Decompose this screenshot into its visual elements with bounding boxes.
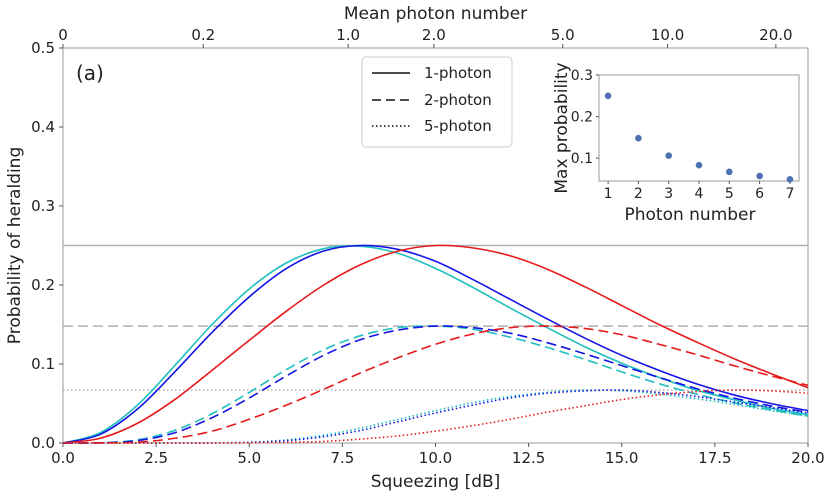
top-axis-ticks: 0 0.2 1.0 2.0 5.0 10.0 20.0 <box>58 26 793 48</box>
series-line-4 <box>62 325 809 444</box>
top-tick-label: 2.0 <box>422 26 446 44</box>
x-tick-label: 17.5 <box>698 449 731 467</box>
series-line-7 <box>63 389 809 444</box>
inset-point <box>786 176 794 183</box>
y-axis-ticks: 0.0 0.1 0.2 0.3 0.4 0.5 <box>31 39 63 452</box>
inset-x-tick-label: 1 <box>604 186 613 202</box>
x-tick-label: 12.5 <box>512 449 545 467</box>
series-line-8 <box>63 389 809 444</box>
inset-y-ticks: 0.1 0.2 0.3 <box>571 68 599 167</box>
reference-lines <box>63 244 808 391</box>
inset-x-tick-label: 7 <box>785 186 794 202</box>
inset-y-tick-label: 0.1 <box>571 151 593 167</box>
x-tick-label: 15.0 <box>605 449 638 467</box>
x-tick-label: 2.5 <box>144 449 168 467</box>
inset-x-tick-label: 3 <box>664 186 673 202</box>
series-line-1 <box>62 244 809 444</box>
series-lines <box>62 244 809 444</box>
x-axis-ticks: 0.0 2.5 5.0 7.5 10.0 12.5 15.0 17.5 20.0 <box>51 443 825 467</box>
series-line-0 <box>62 245 809 444</box>
legend-box <box>361 56 513 148</box>
top-tick-label: 10.0 <box>651 26 684 44</box>
top-tick-label: 0 <box>58 26 68 44</box>
y-tick-label: 0.4 <box>31 118 55 136</box>
inset-point <box>726 168 733 176</box>
inset-x-tick-label: 2 <box>634 186 643 202</box>
top-tick-label: 20.0 <box>759 26 792 44</box>
y-tick-label: 0.5 <box>31 39 55 57</box>
inset-point <box>695 161 703 169</box>
top-tick-label: 0.2 <box>191 26 215 44</box>
inset-x-tick-label: 6 <box>755 186 764 202</box>
inset-point <box>604 92 612 100</box>
legend-label-2-photon: 2-photon <box>424 91 492 109</box>
inset-y-tick-label: 0.2 <box>571 110 593 126</box>
x-tick-label: 0.0 <box>51 449 75 467</box>
x-tick-label: 10.0 <box>419 449 452 467</box>
x-tick-label: 7.5 <box>330 449 354 467</box>
legend: 1-photon 2-photon 5-photon <box>361 56 513 148</box>
inset-x-tick-label: 4 <box>695 186 704 202</box>
legend-label-1-photon: 1-photon <box>424 64 492 82</box>
x-axis-label: Squeezing [dB] <box>371 472 501 492</box>
top-tick-label: 1.0 <box>336 26 360 44</box>
y-tick-label: 0.1 <box>31 355 55 373</box>
top-tick-label: 5.0 <box>551 26 575 44</box>
inset-chart: 1 2 3 4 5 6 7 0.1 0.2 0.3 Photon number Max prob… <box>552 62 800 225</box>
inset-points <box>604 92 794 183</box>
series-line-5 <box>62 325 809 444</box>
inset-x-tick-label: 5 <box>725 186 734 202</box>
inset-point <box>756 172 763 180</box>
legend-label-5-photon: 5-photon <box>424 117 492 135</box>
inset-y-tick-label: 0.3 <box>571 68 593 84</box>
y-tick-label: 0.3 <box>31 197 55 215</box>
x-tick-label: 5.0 <box>237 449 261 467</box>
series-line-6 <box>63 389 809 444</box>
x-tick-label: 20.0 <box>791 449 824 467</box>
panel-label: (a) <box>76 61 104 85</box>
y-tick-label: 0.0 <box>31 434 55 452</box>
inset-x-label: Photon number <box>624 205 755 225</box>
series-line-2 <box>62 244 809 444</box>
top-axis-label: Mean photon number <box>344 4 527 24</box>
y-tick-label: 0.2 <box>31 276 55 294</box>
inset-x-ticks: 1 2 3 4 5 6 7 <box>604 181 794 202</box>
inset-point <box>635 134 642 142</box>
inset-point <box>665 152 672 159</box>
inset-y-label: Max probability <box>552 62 572 193</box>
y-axis-label: Probability of heralding <box>5 147 25 345</box>
